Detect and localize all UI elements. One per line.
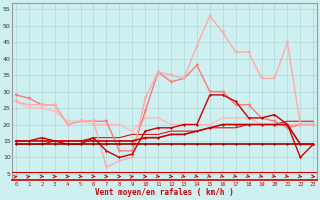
X-axis label: Vent moyen/en rafales ( km/h ): Vent moyen/en rafales ( km/h ) — [95, 188, 234, 197]
